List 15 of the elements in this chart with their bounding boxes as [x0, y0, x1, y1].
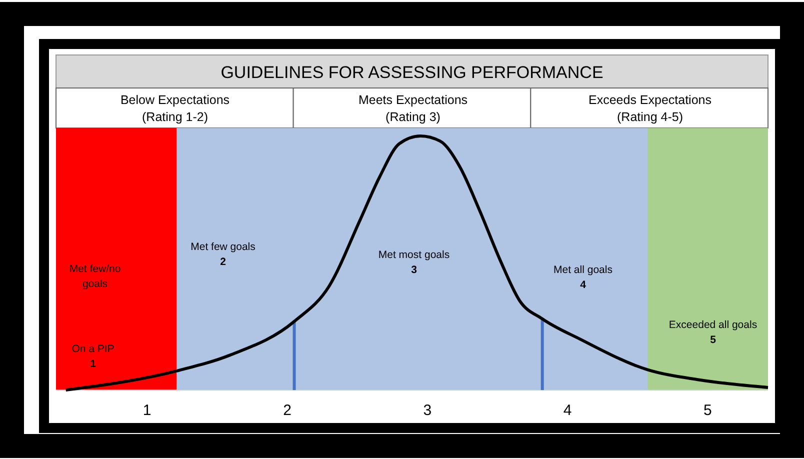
text: Meets Expectations (Rating 3) — [358, 93, 468, 124]
annotation: Met most goals 3 — [378, 249, 450, 276]
x-tick-label: 5 — [704, 402, 712, 419]
text: Below Expectations (Rating 1-2) — [120, 93, 230, 124]
chart-title: GUIDELINES FOR ASSESSING PERFORMANCE — [220, 63, 604, 82]
annotation: Met few goals 2 — [190, 241, 256, 268]
x-tick-label: 1 — [142, 402, 152, 419]
annotation: Met all goals 4 — [554, 264, 612, 291]
x-tick-label: 3 — [423, 402, 432, 419]
text: Exceeds Expectations (Rating 4-5) — [588, 93, 712, 124]
x-tick-label: 4 — [563, 402, 572, 419]
annotation: On a PIP 1 — [72, 343, 114, 370]
x-tick-label: 2 — [283, 402, 292, 419]
annotation: Exceeded all goals 5 — [668, 319, 758, 346]
annotation: Met few/no goals — [69, 263, 121, 290]
